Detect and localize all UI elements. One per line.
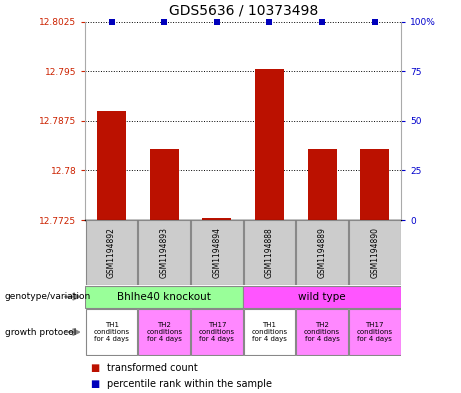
Text: genotype/variation: genotype/variation	[5, 292, 91, 301]
Bar	[349, 220, 401, 285]
Text: percentile rank within the sample: percentile rank within the sample	[107, 379, 272, 389]
Bar	[243, 286, 401, 308]
Text: TH1
conditions
for 4 days: TH1 conditions for 4 days	[251, 322, 288, 342]
Bar	[361, 149, 389, 220]
Text: TH2
conditions
for 4 days: TH2 conditions for 4 days	[304, 322, 340, 342]
Text: wild type: wild type	[298, 292, 346, 302]
Bar	[296, 220, 348, 285]
Text: ■: ■	[90, 379, 99, 389]
Text: TH1
conditions
for 4 days: TH1 conditions for 4 days	[94, 322, 130, 342]
Text: GSM1194890: GSM1194890	[370, 227, 379, 278]
Bar	[138, 309, 190, 355]
Bar	[296, 309, 348, 355]
Text: TH17
conditions
for 4 days: TH17 conditions for 4 days	[357, 322, 393, 342]
Text: ■: ■	[90, 363, 99, 373]
Bar	[138, 220, 190, 285]
Bar	[255, 69, 284, 220]
Text: GSM1194893: GSM1194893	[160, 227, 169, 278]
Text: GSM1194888: GSM1194888	[265, 227, 274, 278]
Bar	[86, 220, 137, 285]
Bar	[349, 309, 401, 355]
Bar	[244, 220, 296, 285]
Text: GSM1194894: GSM1194894	[213, 227, 221, 278]
Bar	[307, 149, 337, 220]
Text: TH17
conditions
for 4 days: TH17 conditions for 4 days	[199, 322, 235, 342]
Text: TH2
conditions
for 4 days: TH2 conditions for 4 days	[146, 322, 182, 342]
Text: GSM1194889: GSM1194889	[318, 227, 327, 278]
Bar	[150, 149, 179, 220]
Text: growth protocol: growth protocol	[5, 328, 76, 336]
Text: Bhlhe40 knockout: Bhlhe40 knockout	[117, 292, 211, 302]
Bar	[202, 218, 231, 220]
Text: GSM1194892: GSM1194892	[107, 227, 116, 278]
Bar	[86, 309, 137, 355]
Bar	[191, 220, 242, 285]
Title: GDS5636 / 10373498: GDS5636 / 10373498	[169, 4, 318, 18]
Bar	[85, 286, 243, 308]
Text: transformed count: transformed count	[107, 363, 198, 373]
Bar	[191, 309, 242, 355]
Bar	[97, 111, 126, 220]
Bar	[244, 309, 296, 355]
